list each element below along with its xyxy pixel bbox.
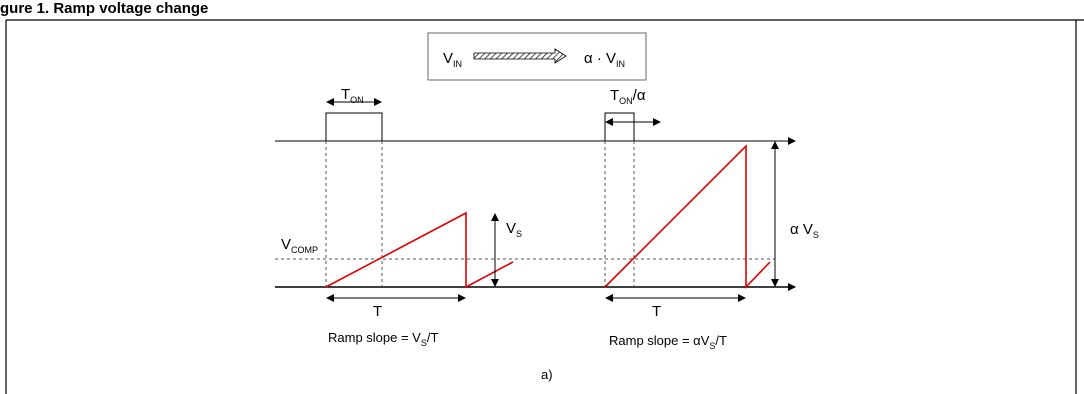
legend-vin-label: VIN: [443, 50, 462, 69]
hatched-arrow-icon: [473, 48, 567, 64]
left-period-label: T: [373, 303, 382, 320]
figure-part-label: a): [541, 367, 553, 382]
right-ramp-waveform: [604, 144, 771, 289]
left-ramp-waveform: [325, 211, 514, 289]
right-period-label: T: [652, 303, 661, 320]
transform-legend-box: VIN α · VIN: [427, 32, 647, 81]
right-ramp-caption: Ramp slope = αVS/T: [609, 333, 727, 351]
legend-alpha-vin-label: α · VIN: [584, 50, 625, 69]
right-pulse: [604, 112, 635, 141]
right-alpha-vs-label: α VS: [790, 221, 819, 240]
right-ton-label: TON/α: [610, 87, 646, 106]
left-ramp-caption: Ramp slope = VS/T: [328, 330, 438, 348]
vcomp-label: VCOMP: [281, 236, 318, 255]
left-diagram: TON VCOMP VS T Ramp slope = VS/T: [275, 86, 796, 348]
left-vs-label: VS: [506, 220, 522, 239]
left-pulse: [275, 112, 383, 142]
right-diagram: TON/α α VS T Ramp slope = αVS/T: [604, 87, 819, 351]
figure-title: gure 1. Ramp voltage change: [0, 0, 208, 17]
left-ton-label: TON: [341, 86, 364, 105]
